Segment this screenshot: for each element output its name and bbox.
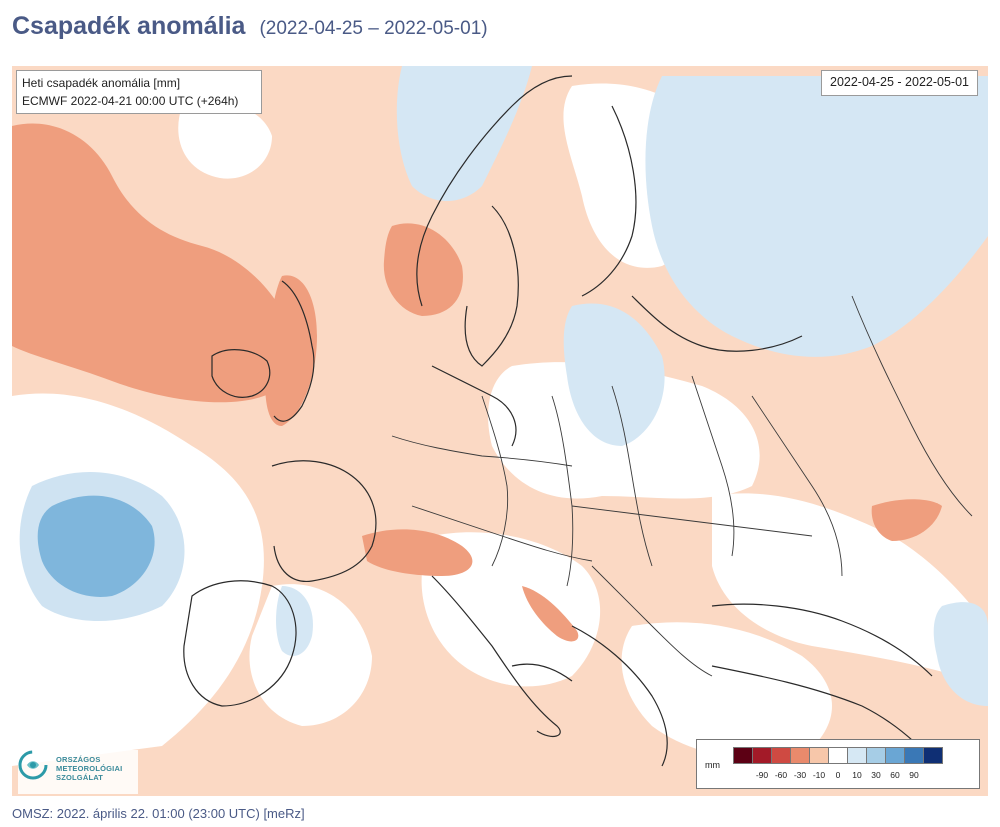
anomaly-negative-caspian [933, 602, 988, 706]
legend-swatch-2 [771, 747, 791, 764]
legend-tick-label: 60 [890, 770, 900, 780]
anomaly-negative-norway [396, 66, 532, 201]
legend-unit: mm [705, 760, 720, 770]
anomaly-zero-north [178, 102, 272, 179]
legend-tick-label: -10 [812, 770, 826, 780]
anomaly-zero-turkey [621, 622, 832, 760]
page-title: Csapadék anomália [12, 12, 246, 40]
legend-swatch-0 [733, 747, 753, 764]
omsz-logo-text: ORSZÁGOS METEOROLÓGIAI SZOLGÁLAT [56, 755, 123, 782]
legend-swatch-9 [904, 747, 924, 764]
map-info-line-2: ECMWF 2022-04-21 00:00 UTC (+264h) [22, 94, 239, 108]
coastlines [183, 75, 953, 787]
omsz-logo-icon [18, 750, 48, 780]
footer-credit: OMSZ: 2022. április 22. 01:00 (23:00 UTC… [12, 806, 305, 821]
map-canvas [12, 66, 988, 796]
anomaly-positive-norway [383, 223, 463, 316]
anomaly-positive-caucasus [871, 499, 942, 541]
map-info-box: Heti csapadék anomália [mm] ECMWF 2022-0… [16, 70, 262, 114]
legend-bar [733, 747, 943, 764]
map-info-line-1: Heti csapadék anomália [mm] [22, 76, 181, 90]
legend-swatch-1 [752, 747, 772, 764]
map-date-box: 2022-04-25 - 2022-05-01 [821, 70, 978, 96]
omsz-logo: ORSZÁGOS METEOROLÓGIAI SZOLGÁLAT [18, 750, 138, 794]
anomaly-negative-baltic [563, 303, 665, 446]
legend-tick-label: 30 [871, 770, 881, 780]
legend-tick-label: 90 [909, 770, 919, 780]
anomaly-zero-blacksea [712, 493, 988, 686]
legend-swatch-10 [923, 747, 943, 764]
page-date-range: (2022-04-25 – 2022-05-01) [259, 18, 488, 39]
anomaly-negative-russia [645, 76, 988, 357]
anomaly-positive-adriatic [522, 586, 579, 642]
legend-swatch-4 [809, 747, 829, 764]
anomaly-positive-alps [362, 529, 473, 576]
legend-swatch-3 [790, 747, 810, 764]
legend-swatch-5 [828, 747, 848, 764]
legend-tick-label: -60 [774, 770, 788, 780]
legend-swatch-6 [847, 747, 867, 764]
anomaly-negative-atlantic-core [37, 495, 155, 597]
legend-tick-label: -90 [755, 770, 769, 780]
color-legend: mm -90 -60 -30 -10 0 10 30 60 90 [696, 739, 980, 789]
legend-tick-label: 10 [852, 770, 862, 780]
anomaly-positive-north-atlantic [12, 123, 295, 403]
legend-ticks: -90 -60 -30 -10 0 10 30 60 90 [733, 770, 973, 784]
legend-tick-label: -30 [793, 770, 807, 780]
anomaly-map[interactable]: Heti csapadék anomália [mm] ECMWF 2022-0… [12, 66, 988, 796]
legend-tick-label: 0 [835, 770, 841, 780]
legend-swatch-8 [885, 747, 905, 764]
page-header: Csapadék anomália (2022-04-25 – 2022-05-… [12, 12, 488, 46]
legend-swatch-7 [866, 747, 886, 764]
country-borders [391, 295, 973, 677]
